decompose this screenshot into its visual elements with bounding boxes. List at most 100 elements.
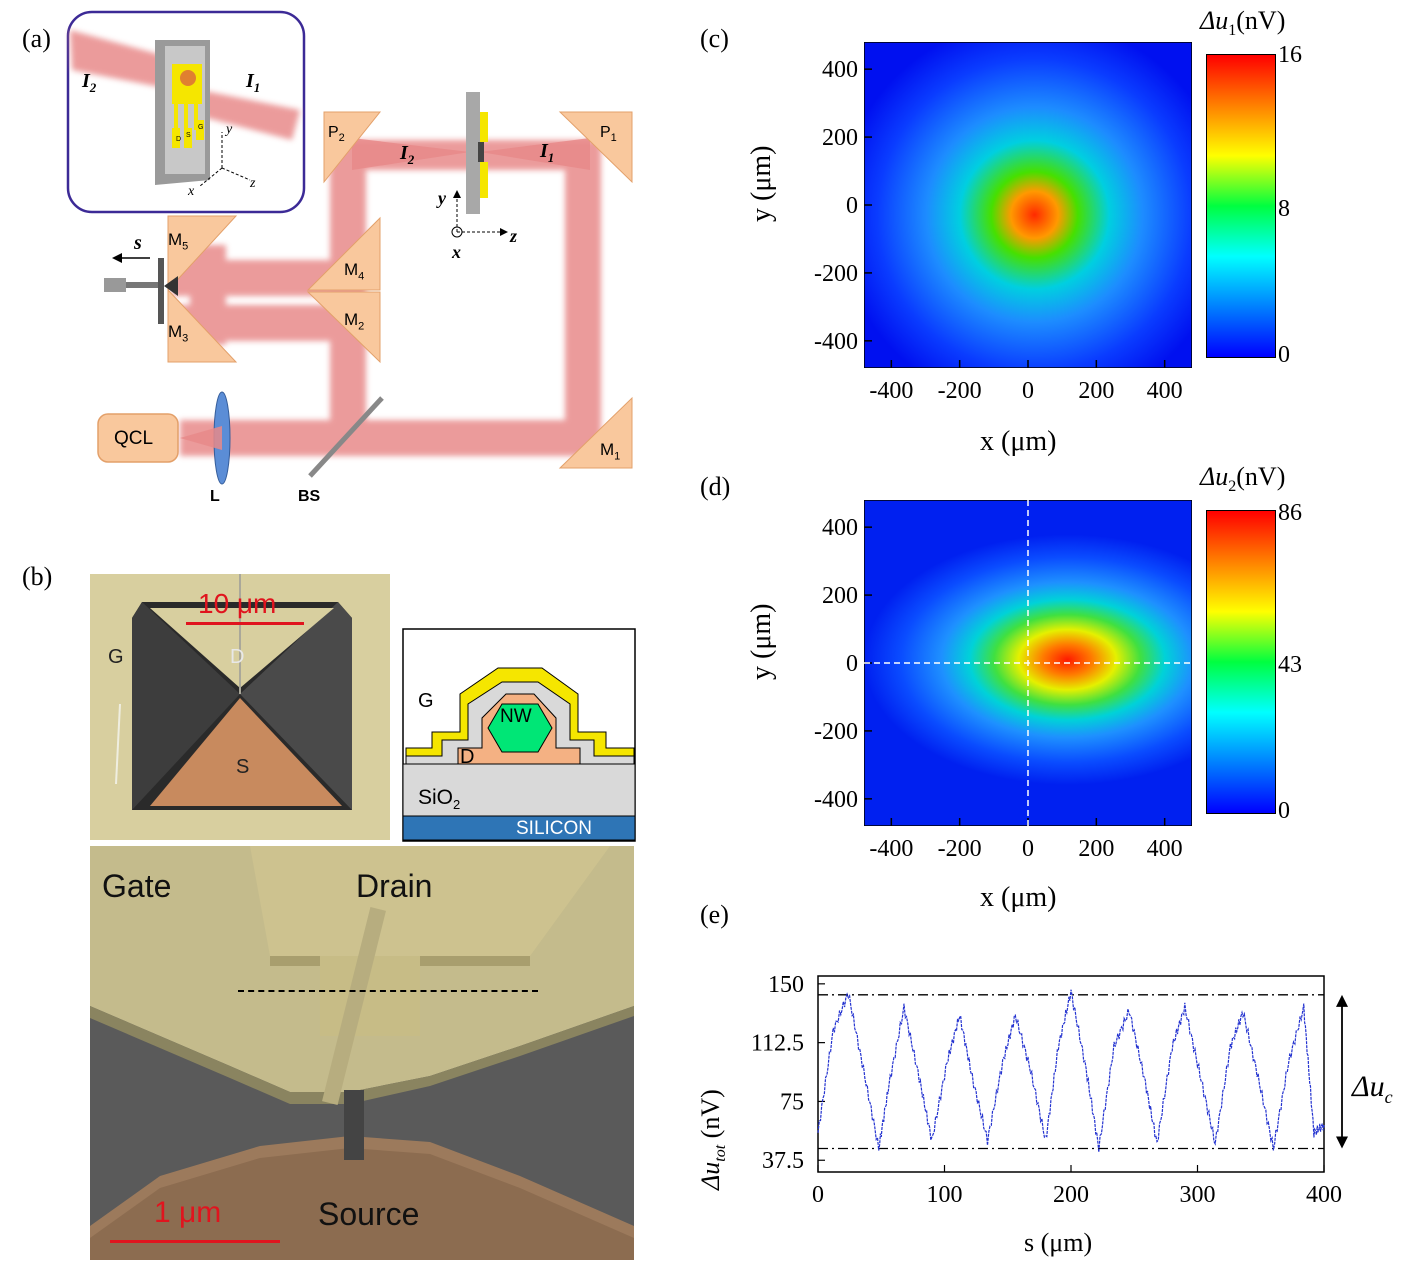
xs-nw-label: NW (500, 706, 532, 727)
inset-pad-s: S (186, 132, 191, 139)
sem-image-zoom (90, 846, 634, 1260)
beam-i1-label: I1 (540, 140, 555, 165)
sem1-g-label: G (108, 646, 124, 668)
y-tick-label: 112.5 (751, 1031, 804, 1057)
x-tick-label: 0 (1022, 836, 1034, 862)
y-tick-label: 400 (822, 57, 858, 83)
plot-frame-e (817, 975, 1325, 1173)
x-tick-label: 400 (1147, 378, 1183, 404)
panel-label-b: (b) (22, 562, 53, 591)
y-tick-label: 400 (822, 515, 858, 541)
qcl-box (97, 413, 179, 463)
y-tick-label: 0 (846, 193, 858, 219)
xs-silicon-label: SILICON (516, 818, 593, 839)
mirror-m5 (167, 215, 238, 292)
x-tick-label: -400 (869, 836, 913, 862)
cut-line (238, 990, 538, 992)
ylabel-e: Δutot (nV) (696, 1089, 730, 1190)
sem2-scale-bar (110, 1240, 280, 1243)
x-tick-label: 200 (1078, 378, 1114, 404)
y-tick-label: 200 (822, 125, 858, 151)
x-tick-label: 400 (1306, 1182, 1342, 1208)
device-sample (466, 92, 488, 214)
x-tick-label: -200 (938, 378, 982, 404)
x-tick-label: 100 (927, 1182, 963, 1208)
mirrors (167, 111, 633, 469)
y-tick-label: 200 (822, 583, 858, 609)
panel-label-e: (e) (700, 900, 729, 929)
bs-label: BS (298, 488, 321, 505)
mirror-m3 (167, 288, 238, 363)
xlabel-e: s (μm) (1024, 1228, 1093, 1257)
inset-pad-d: D (176, 136, 182, 143)
sem2-drain-label: Drain (356, 868, 433, 904)
laser-beams (172, 140, 601, 456)
mirror-m1 (558, 396, 633, 469)
mirror-m1-label: M1 (600, 440, 621, 463)
mirror-p1 (558, 111, 633, 184)
arrow-head-top (1336, 994, 1348, 1007)
xlabel-c: x (μm) (980, 426, 1057, 457)
z-arrow-head (500, 228, 508, 236)
lens-label: L (210, 488, 220, 505)
inset-beam-i2-label: I2 (82, 70, 97, 95)
xs-g-label: G (418, 690, 434, 712)
colorbar-d-max: 86 (1278, 500, 1302, 526)
mirror-m4-label: M4 (344, 260, 365, 283)
qcl-label: QCL (114, 428, 154, 449)
mirror-p2-label: P2 (328, 124, 345, 145)
xs-sio2-label: SiO2 (418, 786, 461, 813)
heatmap-c (864, 42, 1192, 368)
sem1-scale-bar (186, 622, 304, 625)
y-tick-label: 37.5 (762, 1148, 804, 1174)
mirror-m3-label: M3 (168, 322, 189, 345)
device-cross-section (402, 628, 636, 842)
y-arrow-head (453, 190, 461, 198)
panel-label-c: (c) (700, 24, 729, 53)
mirror-p2 (323, 111, 382, 184)
sem1-s-label: S (236, 756, 250, 778)
y-tick-label: 150 (768, 972, 804, 998)
mirror-m2-label: M2 (344, 310, 365, 333)
colorbar-c (1206, 54, 1276, 358)
mirror-m4 (306, 216, 381, 291)
x-tick-label: 0 (1022, 378, 1034, 404)
colorbar-c-max: 16 (1278, 42, 1302, 68)
sem-image-overview (90, 574, 390, 840)
axis-x-label: x (452, 242, 461, 262)
colorbar-d (1206, 510, 1276, 814)
inset-beam-i1-label: I1 (246, 70, 261, 95)
panel-label-a: (a) (22, 24, 51, 53)
colorbar-d-title: Δu2(nV) (1200, 462, 1286, 496)
inset-chip (155, 40, 210, 185)
delta-uc-label: Δuc (1352, 1070, 1393, 1107)
inset-pad-g: G (198, 124, 204, 131)
axis-z-label: z (510, 226, 518, 246)
device-axes (451, 195, 505, 238)
x-tick-label: 200 (1053, 1182, 1089, 1208)
inset-axes (199, 132, 251, 187)
panel-label-d: (d) (700, 472, 731, 501)
xs-d-label: D (460, 746, 475, 768)
sem1-scale-label: 10 μm (198, 588, 277, 619)
translation-stage (104, 258, 178, 324)
beam-splitter (308, 396, 384, 478)
mirror-m5-label: M5 (168, 230, 189, 253)
sem2-scale-label: 1 μm (154, 1196, 222, 1229)
setup-diagram (66, 10, 633, 485)
y-tick-label: 0 (846, 651, 858, 677)
xlabel-d: x (μm) (980, 882, 1057, 913)
colorbar-c-mid: 8 (1278, 196, 1290, 222)
x-tick-label: -200 (938, 836, 982, 862)
colorbar-c-min: 0 (1278, 342, 1290, 368)
arrow-head-bottom (1336, 1136, 1348, 1149)
colorbar-c-title: Δu1(nV) (1200, 6, 1286, 40)
inset-beams (70, 30, 300, 140)
beam-i2-label: I2 (400, 142, 415, 167)
mirror-p1-label: P1 (600, 124, 617, 145)
y-tick-label: -400 (814, 329, 858, 355)
inset-axis-z: z (250, 176, 256, 191)
x-tick-label: -400 (869, 378, 913, 404)
